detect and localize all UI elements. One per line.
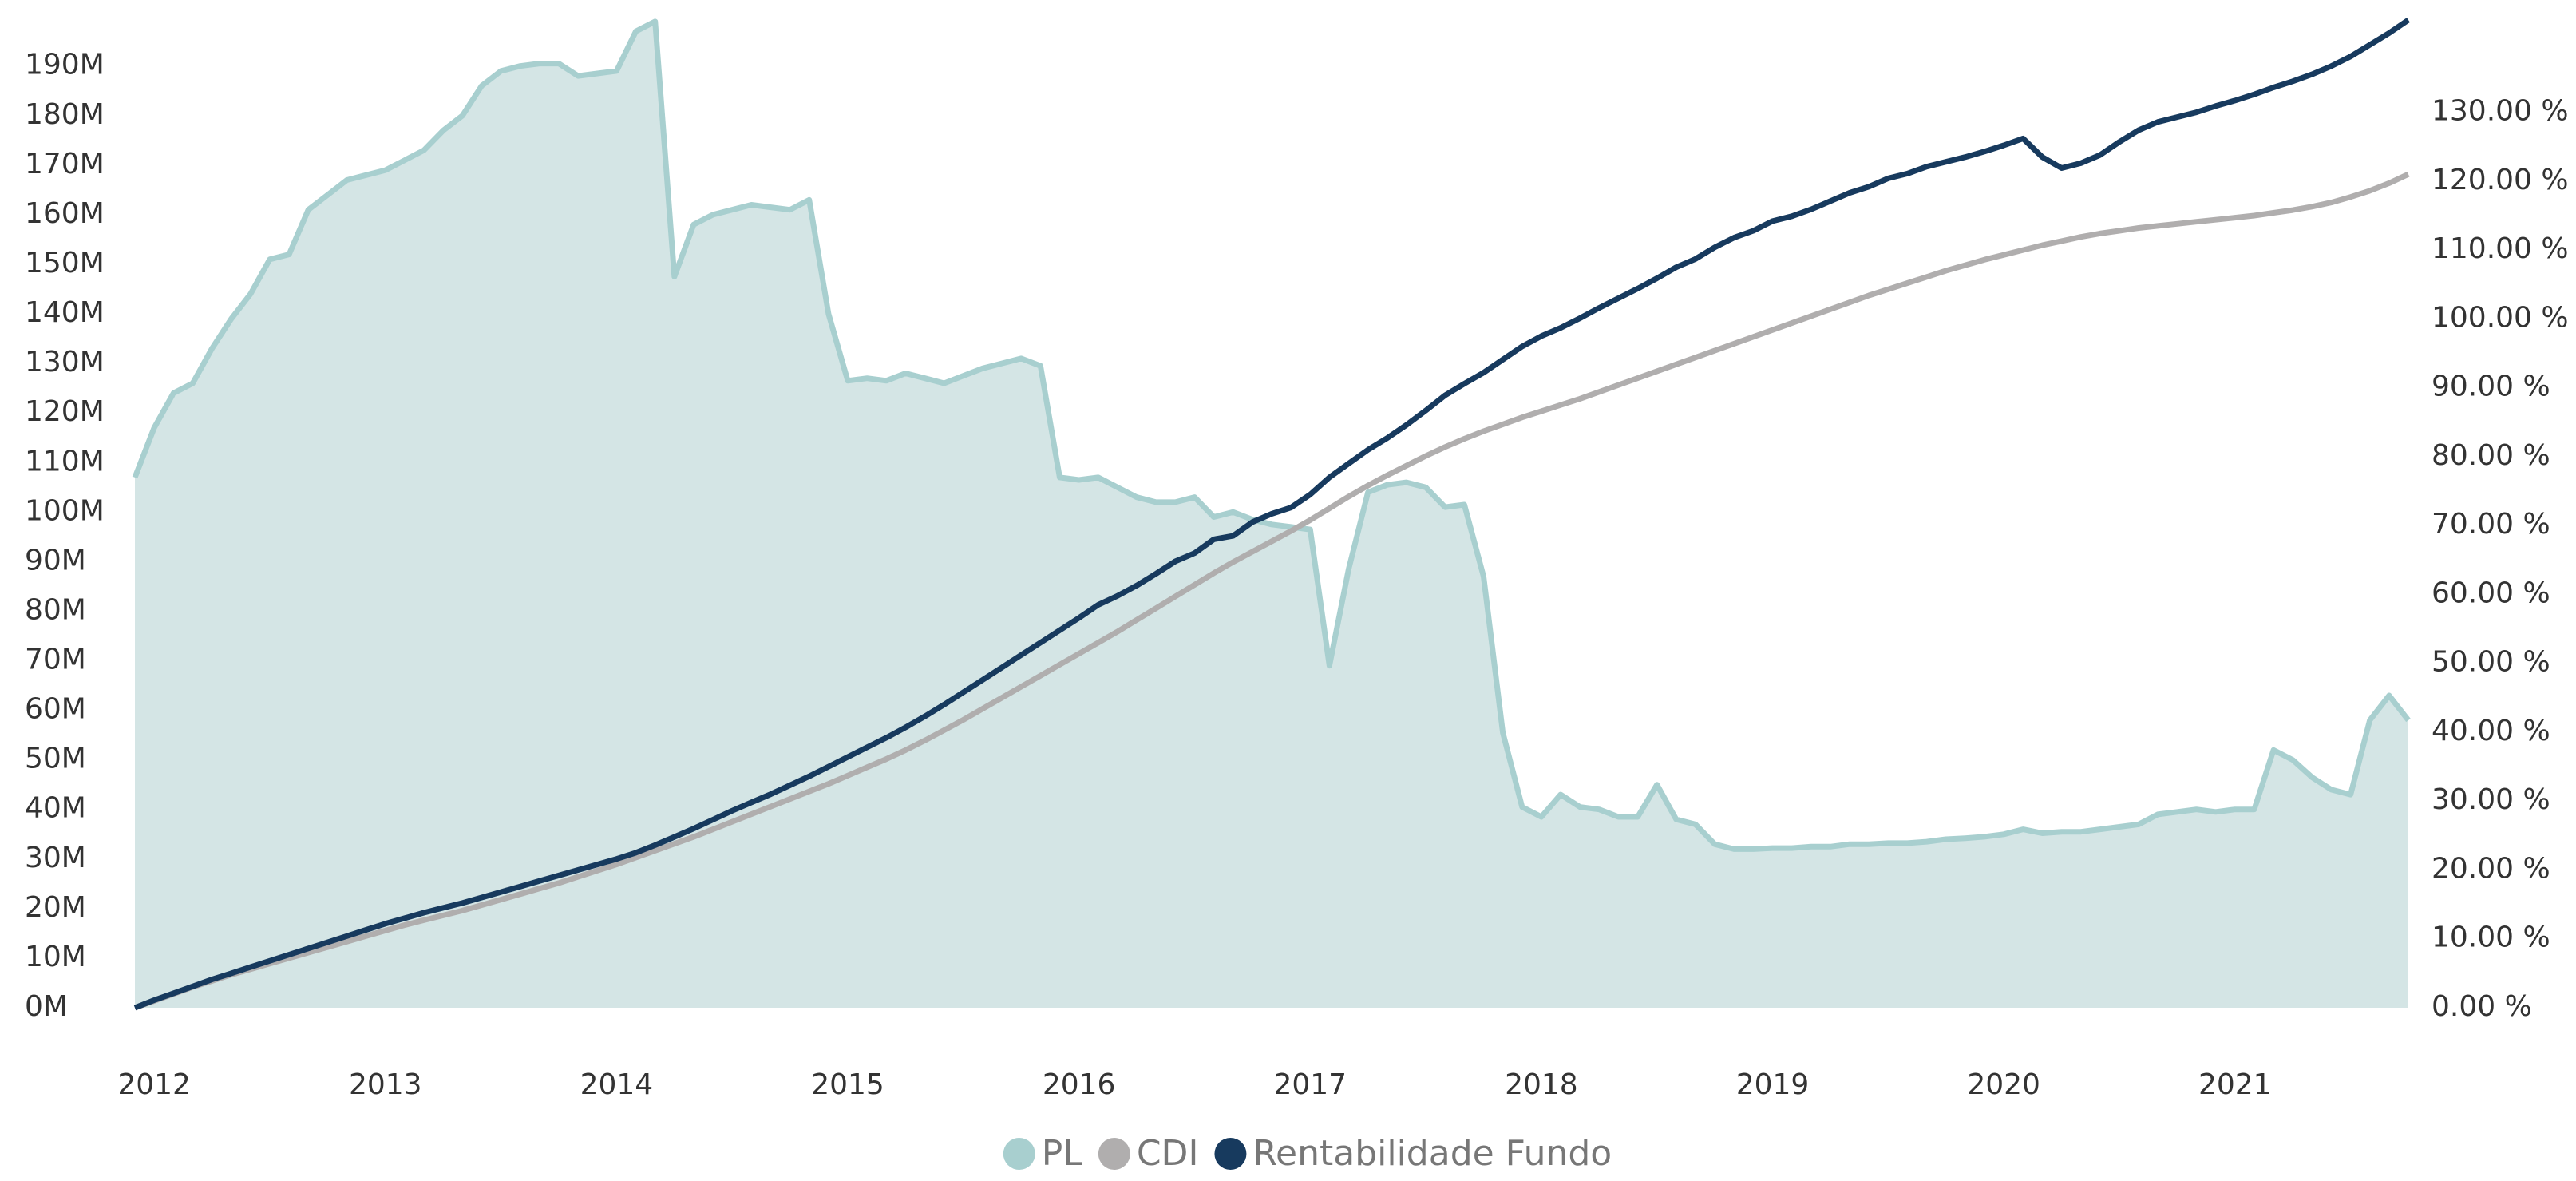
pl-area (135, 21, 2408, 1008)
legend-marker (1214, 1138, 1247, 1170)
x-tick-label: 2020 (1967, 1068, 2040, 1101)
y2-tick-label: 130.00 % (2432, 95, 2569, 128)
y-tick-label: 60M (25, 693, 86, 726)
y2-tick-label: 0.00 % (2432, 990, 2532, 1023)
y-tick-label: 140M (25, 296, 105, 329)
x-tick-label: 2021 (2198, 1068, 2272, 1101)
y2-tick-label: 80.00 % (2432, 439, 2550, 472)
y-tick-label: 130M (25, 346, 105, 378)
y2-tick-label: 110.00 % (2432, 232, 2569, 265)
legend-item: Rentabilidade Fundo (1214, 1133, 1612, 1174)
y-tick-label: 10M (25, 941, 86, 973)
y2-tick-label: 50.00 % (2432, 646, 2550, 679)
legend: PL CDI Rentabilidade Fundo (1003, 1133, 1612, 1174)
y-tick-label: 0M (25, 990, 68, 1023)
x-tick-label: 2018 (1505, 1068, 1578, 1101)
y-tick-label: 50M (25, 743, 86, 775)
y-tick-label: 40M (25, 792, 86, 825)
legend-item: CDI (1098, 1133, 1199, 1174)
y2-tick-label: 10.00 % (2432, 921, 2550, 954)
y-tick-label: 70M (25, 644, 86, 676)
series-line (132, 18, 2411, 852)
x-tick-label: 2019 (1736, 1068, 1810, 1101)
series-line (133, 18, 2410, 1011)
series-line (133, 172, 2410, 1011)
y-tick-label: 110M (25, 445, 105, 478)
legend-label: CDI (1137, 1133, 1199, 1174)
y2-tick-label: 90.00 % (2432, 371, 2550, 403)
legend-label: Rentabilidade Fundo (1252, 1133, 1612, 1174)
legend-label: PL (1042, 1133, 1083, 1174)
legend-marker (1003, 1138, 1035, 1170)
x-tick-label: 2017 (1273, 1068, 1347, 1101)
y-tick-label: 30M (25, 842, 86, 874)
y-tick-label: 170M (25, 148, 105, 180)
x-tick-label: 2013 (349, 1068, 422, 1101)
y2-tick-label: 100.00 % (2432, 301, 2569, 334)
y-tick-label: 190M (25, 49, 105, 81)
y2-tick-label: 20.00 % (2432, 852, 2550, 885)
y-tick-label: 120M (25, 395, 105, 428)
y2-tick-label: 40.00 % (2432, 715, 2550, 747)
y2-tick-label: 120.00 % (2432, 164, 2569, 196)
y-tick-label: 20M (25, 891, 86, 924)
y-tick-label: 150M (25, 247, 105, 279)
y-tick-label: 80M (25, 593, 86, 626)
x-tick-label: 2012 (117, 1068, 191, 1101)
y-tick-label: 100M (25, 494, 105, 527)
x-tick-label: 2015 (811, 1068, 884, 1101)
y-tick-label: 90M (25, 544, 86, 577)
y-tick-label: 180M (25, 98, 105, 131)
legend-item: PL (1003, 1133, 1083, 1174)
y2-tick-label: 30.00 % (2432, 783, 2550, 816)
x-tick-label: 2016 (1043, 1068, 1116, 1101)
y-tick-label: 160M (25, 197, 105, 230)
legend-marker (1098, 1138, 1130, 1170)
y2-tick-label: 60.00 % (2432, 577, 2550, 609)
x-tick-label: 2014 (580, 1068, 654, 1101)
y2-tick-label: 70.00 % (2432, 508, 2550, 541)
